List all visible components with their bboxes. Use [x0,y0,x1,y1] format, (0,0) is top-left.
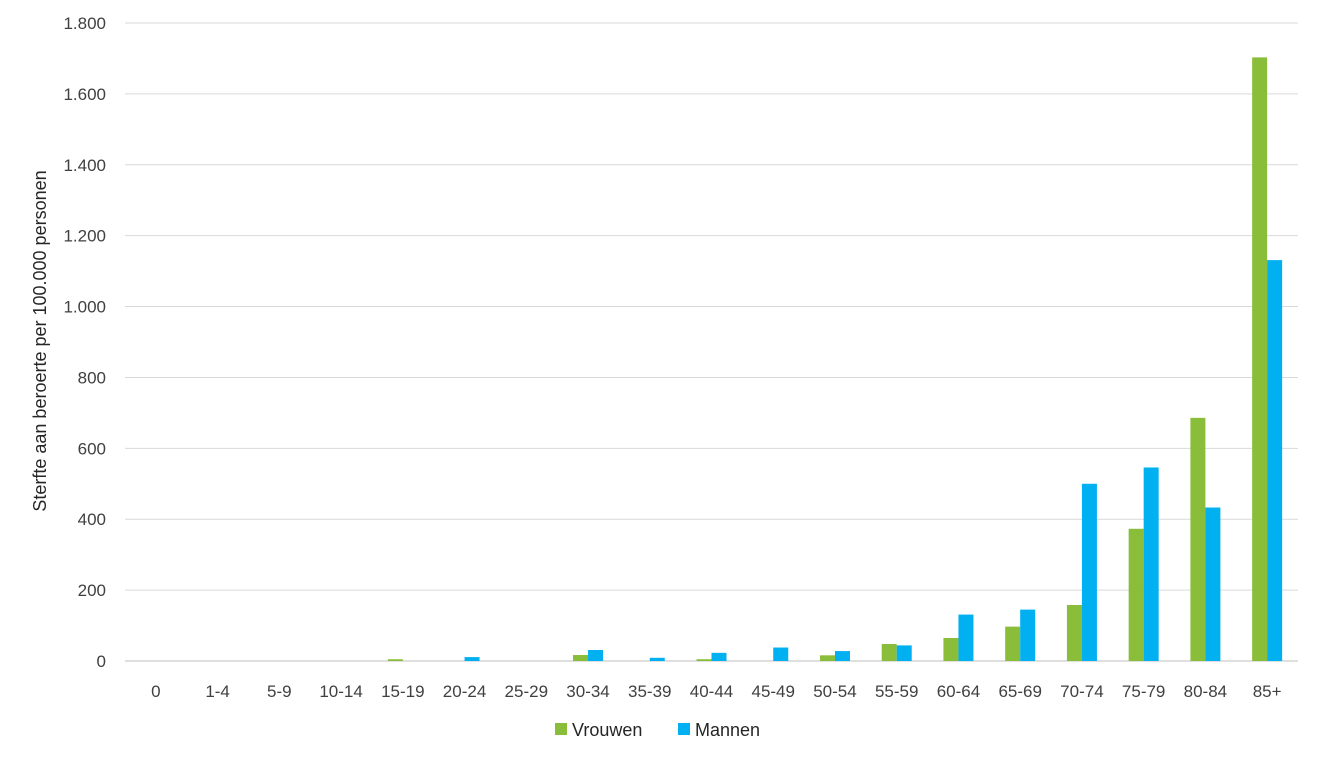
y-tick-label: 600 [78,439,106,458]
x-tick-label: 80-84 [1184,682,1227,701]
x-tick-label: 50-54 [813,682,856,701]
x-tick-label: 45-49 [751,682,794,701]
x-tick-label: 55-59 [875,682,918,701]
bar-vrouwen-60-64 [943,637,959,661]
x-tick-label: 75-79 [1122,682,1165,701]
bar-mannen-75-79 [1143,467,1159,661]
y-tick-label: 1.800 [63,14,106,33]
bar-mannen-55-59 [896,645,912,661]
y-axis-title: Sterfte aan beroerte per 100.000 persone… [30,170,50,511]
bar-mannen-70-74 [1081,483,1097,661]
legend-label-vrouwen: Vrouwen [572,720,642,740]
x-tick-label: 60-64 [937,682,980,701]
bar-vrouwen-30-34 [573,654,589,661]
x-tick-label: 40-44 [690,682,733,701]
bar-vrouwen-40-44 [696,659,712,661]
y-tick-label: 1.200 [63,227,106,246]
x-tick-label: 70-74 [1060,682,1103,701]
y-axis-tick-labels: 0 200 400 600 800 1.000 1.200 1.400 1.600 1.800 [63,14,106,671]
bar-vrouwen-80-84 [1190,417,1206,661]
bar-mannen-45-49 [773,647,789,661]
bar-vrouwen-75-79 [1128,528,1144,661]
y-tick-label: 1.400 [63,156,106,175]
bar-mannen-65-69 [1020,609,1036,661]
x-tick-label: 25-29 [505,682,548,701]
y-tick-label: 400 [78,510,106,529]
bar-mannen-50-54 [834,651,850,661]
x-tick-label: 0 [151,682,160,701]
bar-mannen-80-84 [1205,507,1221,661]
x-tick-label: 35-39 [628,682,671,701]
bar-vrouwen-65-69 [1005,626,1021,661]
y-tick-label: 1.000 [63,298,106,317]
bar-mannen-85+ [1267,260,1283,661]
bars [387,57,1283,662]
x-tick-label: 5-9 [267,682,292,701]
bar-mannen-40-44 [711,652,727,661]
x-tick-label: 10-14 [319,682,362,701]
bar-vrouwen-50-54 [819,655,835,661]
x-tick-label: 1-4 [205,682,230,701]
bar-vrouwen-15-19 [387,659,403,661]
legend-swatch-mannen [678,723,690,735]
bar-mannen-20-24 [464,657,480,661]
legend: Vrouwen Mannen [555,720,760,740]
bar-mannen-35-39 [649,657,665,661]
x-tick-label: 65-69 [998,682,1041,701]
x-tick-label: 20-24 [443,682,486,701]
x-tick-label: 15-19 [381,682,424,701]
y-tick-label: 0 [97,652,106,671]
bar-mannen-30-34 [588,650,604,661]
x-axis-tick-labels: 0 1-4 5-9 10-14 15-19 20-24 25-29 30-34 35-39 40-… [151,682,1281,701]
x-tick-label: 85+ [1253,682,1282,701]
bar-vrouwen-55-59 [881,643,897,661]
y-tick-label: 200 [78,581,106,600]
bar-vrouwen-85+ [1252,57,1268,662]
y-tick-label: 800 [78,368,106,387]
bar-mannen-60-64 [958,614,974,661]
bar-vrouwen-70-74 [1066,604,1082,661]
legend-label-mannen: Mannen [695,720,760,740]
y-tick-label: 1.600 [63,85,106,104]
legend-swatch-vrouwen [555,723,567,735]
gridlines [125,22,1298,662]
x-tick-label: 30-34 [566,682,609,701]
